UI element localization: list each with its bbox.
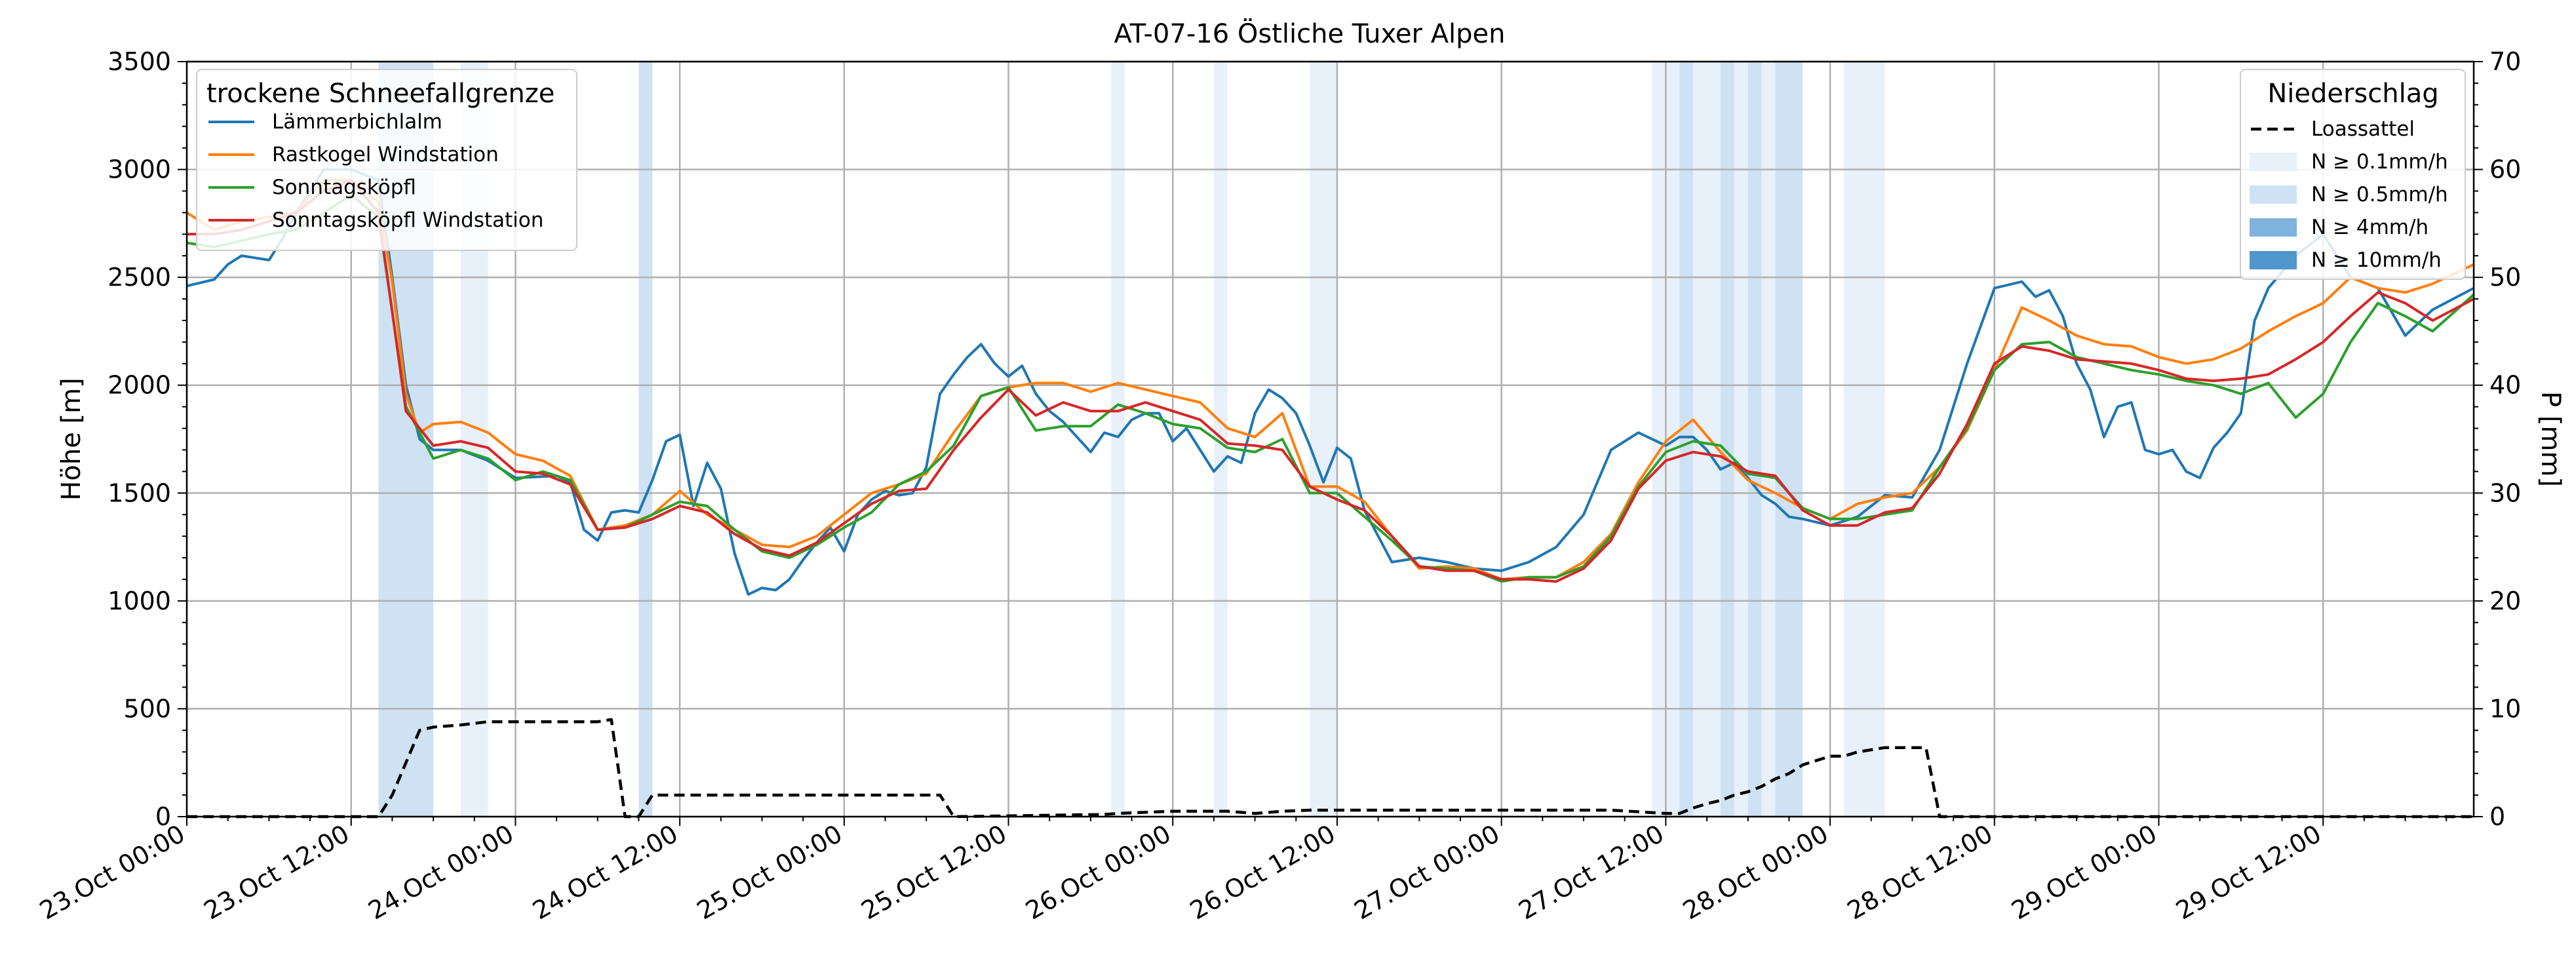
x-tick-label-2: 24.Oct 00:00: [363, 819, 518, 925]
precip-band-11: [1747, 62, 1762, 817]
series-line-loassattel: [187, 718, 2474, 819]
y-tick-label-5: 2500: [107, 263, 171, 292]
x-tick-label-4: 25.Oct 00:00: [692, 819, 848, 925]
x-tick-label-13: 29.Oct 12:00: [2171, 819, 2326, 925]
y-right-tick-label-6: 60: [2489, 155, 2521, 184]
x-tick-label-9: 27.Oct 12:00: [1513, 819, 1669, 925]
legend-left-title: trockene Schneefallgrenze: [206, 79, 555, 109]
precip-band-12: [1761, 62, 1776, 817]
legend-label-right-4: N ≥ 10mm/h: [2311, 248, 2442, 272]
x-tick-label-1: 23.Oct 12:00: [199, 819, 355, 925]
legend-left: trockene Schneefallgrenze Lämmerbichlalm…: [196, 69, 577, 251]
chart-title: AT-07-16 Östliche Tuxer Alpen: [1114, 18, 1505, 49]
precip-band-7: [1679, 62, 1694, 817]
x-tick-label-8: 27.Oct 00:00: [1350, 819, 1505, 925]
y-right-tick-label-2: 20: [2489, 587, 2521, 615]
legend-swatch-precip-2: [2250, 185, 2297, 204]
y-tick-label-0: 0: [155, 802, 171, 831]
series-line-rastkogel-windstation: [185, 179, 2474, 581]
legend-left-box: [196, 69, 577, 251]
precip-band-8: [1693, 62, 1721, 817]
y-tick-label-2: 1000: [107, 587, 171, 615]
precip-bands: [378, 62, 1885, 817]
y-tick-label-1: 500: [123, 694, 171, 723]
plot-frame: [185, 60, 2475, 818]
y-axis-title-right: P [mm]: [2535, 391, 2566, 487]
legend-label-right-3: N ≥ 4mm/h: [2311, 216, 2429, 239]
x-tick-label-5: 25.Oct 12:00: [856, 819, 1011, 925]
precip-band-14: [1843, 62, 1885, 817]
y-tick-label-7: 3500: [107, 47, 171, 76]
legend-label-rastkogel-windstation: Rastkogel Windstation: [272, 143, 499, 166]
y-right-tick-label-0: 0: [2489, 802, 2505, 831]
y-right-tick-label-7: 70: [2489, 47, 2521, 76]
precip-band-5: [1310, 62, 1337, 817]
y-tick-label-3: 1500: [107, 478, 171, 507]
y-axis-title: Höhe [m]: [56, 378, 87, 500]
precip-band-2: [638, 62, 653, 817]
series-line-l-mmerbichlalm: [186, 168, 2474, 596]
legend-label-sonntagsk-pfl-windstation: Sonntagsköpfl Windstation: [272, 208, 543, 232]
y-right-tick-label-1: 10: [2489, 694, 2521, 723]
legend-label-l-mmerbichlalm: Lämmerbichlalm: [272, 110, 442, 134]
x-tick-label-10: 28.Oct 00:00: [1678, 819, 1833, 925]
x-tick-label-6: 26.Oct 00:00: [1021, 819, 1176, 925]
y-tick-label-4: 2000: [107, 371, 171, 400]
precip-band-10: [1734, 62, 1748, 817]
legend-label-right-0: Loassattel: [2311, 117, 2415, 141]
legend-right: Niederschlag Loassattel N ≥ 0.1mm/h N ≥ 0.…: [2240, 69, 2466, 280]
legend-swatch-precip-3: [2250, 218, 2297, 237]
precip-band-9: [1720, 62, 1734, 817]
precip-band-13: [1775, 62, 1803, 817]
x-tick-label-11: 28.Oct 12:00: [1843, 819, 1998, 925]
y-right-tick-label-5: 50: [2489, 263, 2521, 292]
legend-swatch-precip-4: [2250, 251, 2297, 269]
x-tick-label-3: 24.Oct 12:00: [528, 819, 683, 925]
legend-right-title: Niederschlag: [2267, 79, 2438, 109]
x-tick-label-7: 26.Oct 12:00: [1185, 819, 1340, 925]
left-axis: 0 500 1000 1500 2000 2500 3000 3500: [107, 47, 187, 831]
right-axis: 0 10 20 30 40 50 60 70: [2474, 47, 2521, 831]
legend-swatch-precip-1: [2250, 153, 2297, 171]
y-tick-label-6: 3000: [107, 155, 171, 184]
precip-band-3: [1111, 62, 1125, 817]
x-tick-label-0: 23.Oct 00:00: [35, 819, 190, 925]
x-axis: 23.Oct 00:00 23.Oct 12:00 24.Oct 00:00 24.O…: [35, 817, 2448, 925]
legend-label-right-2: N ≥ 0.5mm/h: [2311, 183, 2448, 206]
legend-label-sonntagsk-pfl: Sonntagsköpfl: [272, 176, 416, 199]
y-right-tick-label-4: 40: [2489, 371, 2521, 400]
series-lines: [185, 168, 2475, 819]
x-tick-label-12: 29.Oct 00:00: [2006, 819, 2162, 925]
series-line-sonntagsk-pfl-windstation: [187, 179, 2474, 583]
legend-label-right-1: N ≥ 0.1mm/h: [2311, 150, 2448, 174]
y-right-tick-label-3: 30: [2489, 478, 2521, 507]
